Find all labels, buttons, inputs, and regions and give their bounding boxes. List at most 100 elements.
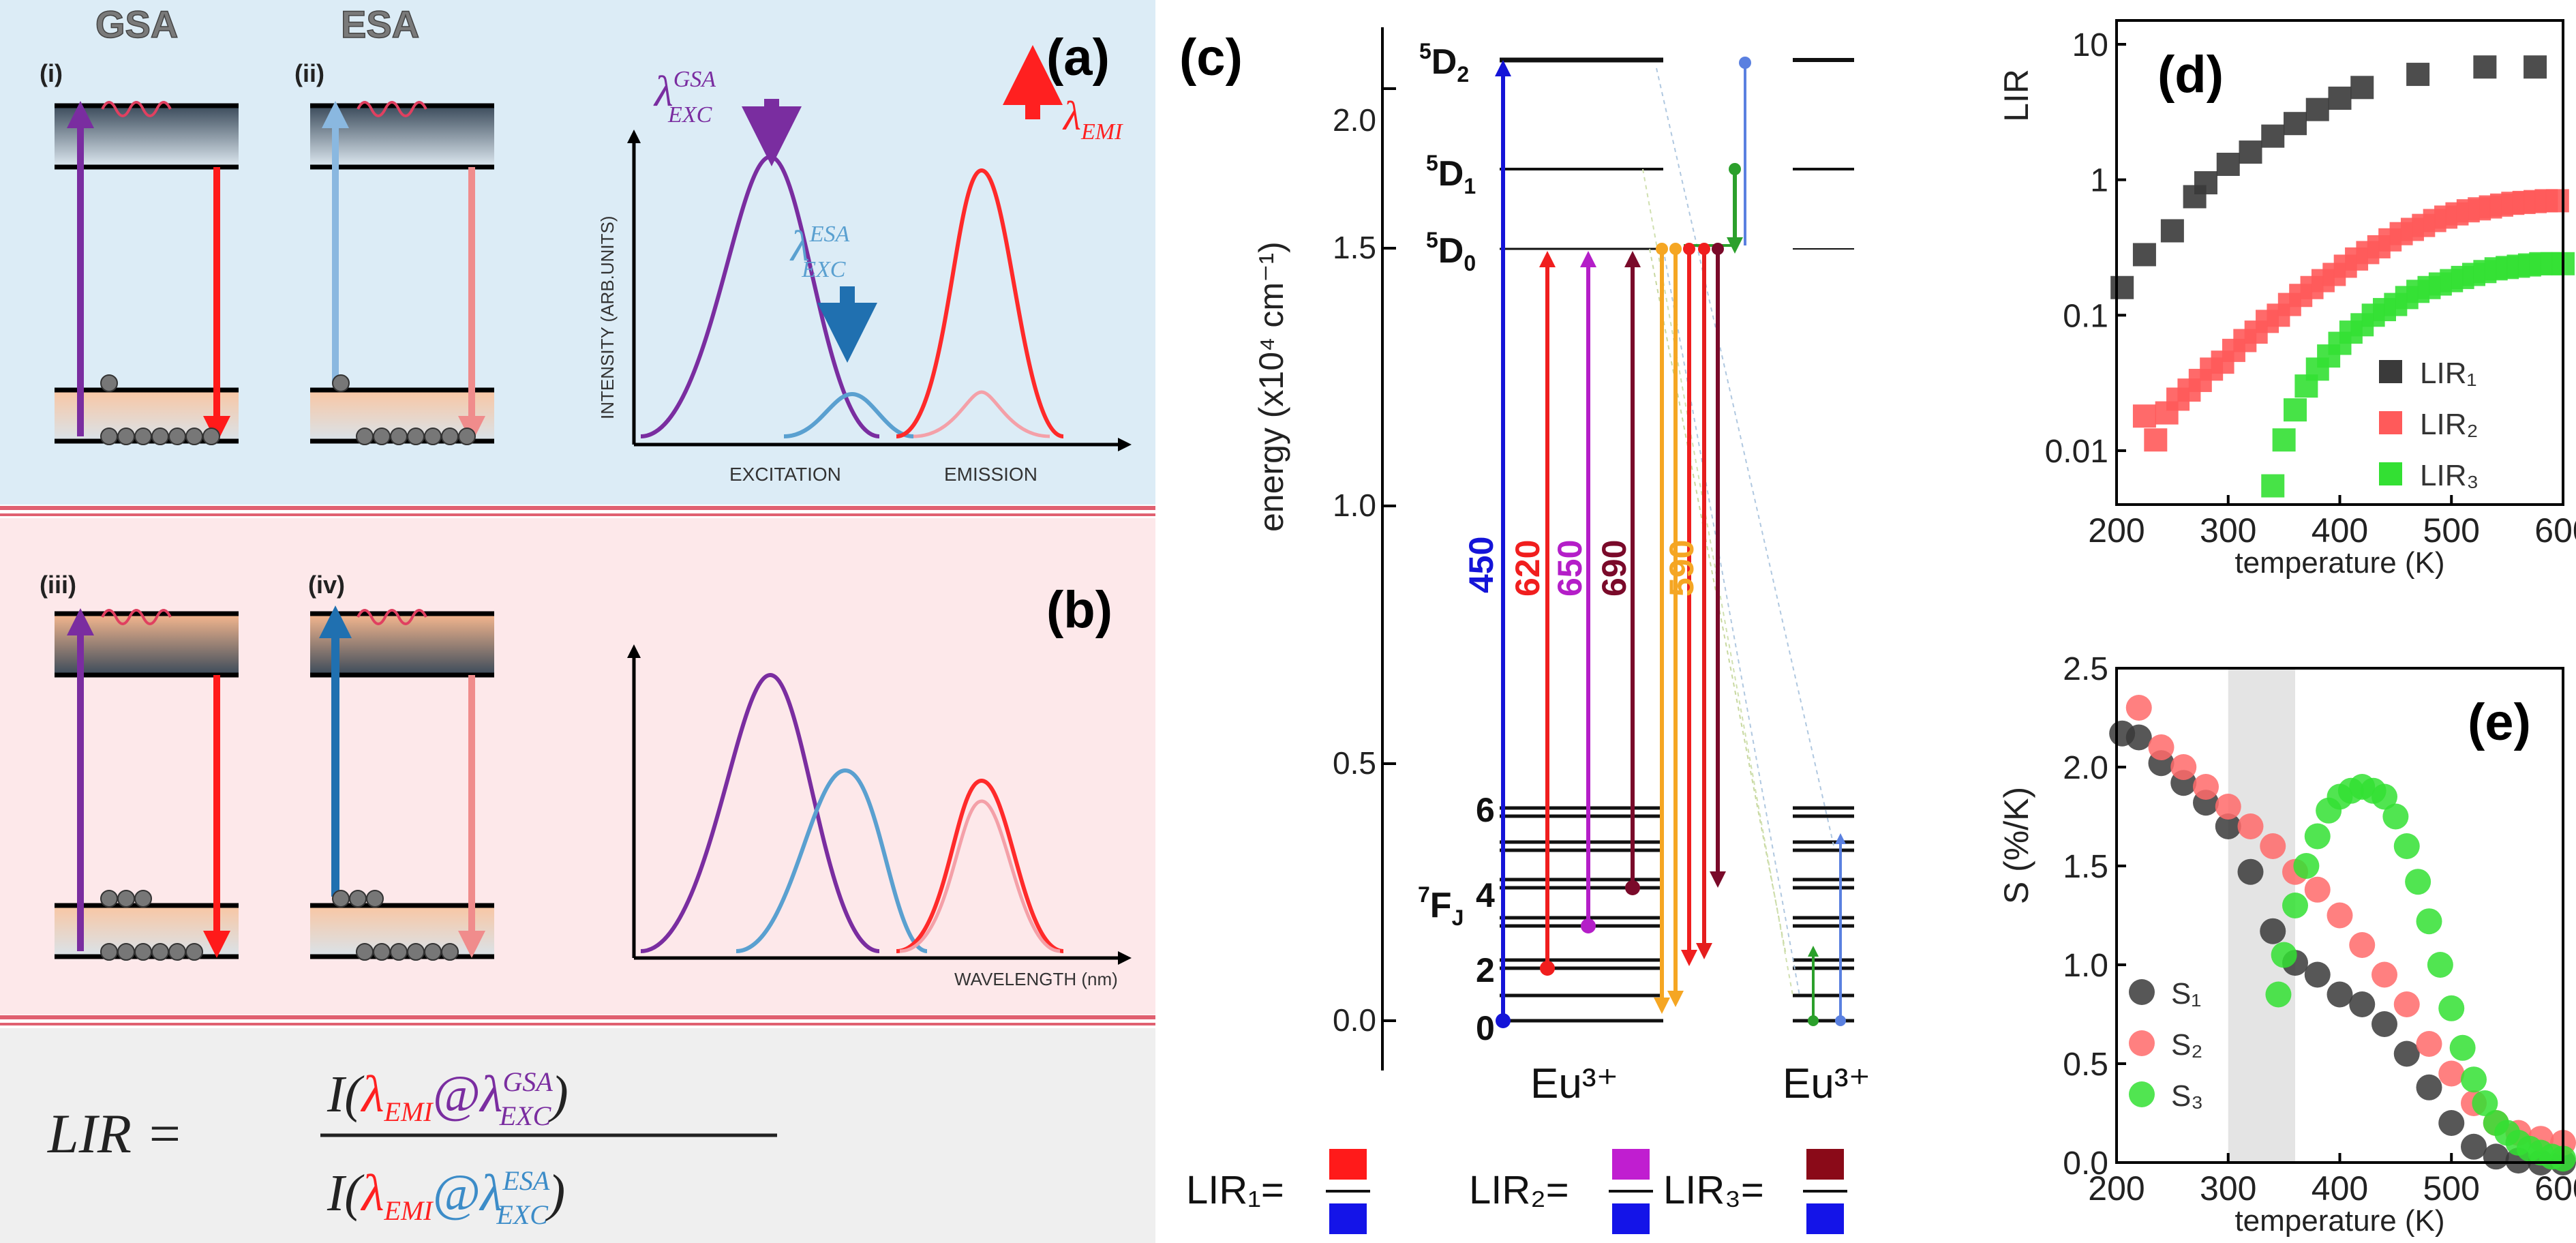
case-i-label: (i) xyxy=(40,59,63,87)
level-diagram-iv xyxy=(310,605,494,961)
lambda-esa-label: λESA EXC xyxy=(789,222,849,282)
legend-label: LIR₁ xyxy=(2420,357,2476,390)
panel-b: (iii) (iv) xyxy=(0,518,1155,1025)
data-point-e-s1 xyxy=(2215,813,2241,839)
data-point-e-s1 xyxy=(2304,961,2331,988)
j-label-4: 4 xyxy=(1476,876,1495,914)
data-point-e-s2 xyxy=(2393,991,2420,1017)
data-point-e-s1 xyxy=(2416,1074,2442,1100)
j-label-6: 6 xyxy=(1476,791,1495,829)
y-tick-label: 2.5 xyxy=(2063,651,2108,687)
data-point-e-s3 xyxy=(2472,1090,2498,1116)
lir2-numerator-swatch xyxy=(1612,1149,1650,1180)
j-label-0: 0 xyxy=(1476,1009,1495,1047)
data-point-e-s1 xyxy=(2237,858,2264,885)
x-tick-label: 300 xyxy=(2200,1169,2256,1208)
y-tick-label: 1.0 xyxy=(2063,948,2108,984)
ytick-0-5: 0.5 xyxy=(1333,745,1376,781)
y-tick-label: 1 xyxy=(2090,163,2108,199)
level-diagram-iii xyxy=(55,608,239,961)
data-point-e-s2 xyxy=(2237,813,2264,839)
energy-axis-label: energy (x10⁴ cm⁻¹) xyxy=(1252,241,1290,532)
level-5d2: 5D2 xyxy=(1419,39,1469,87)
y-tick-label: 0.5 xyxy=(2063,1047,2108,1083)
data-point-e-s3 xyxy=(2372,783,2397,810)
excitation-label: EXCITATION xyxy=(729,464,841,485)
y-tick-label: 2.0 xyxy=(2063,750,2108,786)
x-tick-label: 400 xyxy=(2312,511,2368,550)
panel-c-label: (c) xyxy=(1179,29,1243,87)
legend-marker xyxy=(2379,462,2402,485)
data-point-d-s1 xyxy=(2406,63,2430,87)
wl-650: 650 xyxy=(1551,540,1589,597)
data-point-e-s3 xyxy=(2282,893,2308,918)
data-point-e-s3 xyxy=(2449,1034,2476,1061)
data-point-d-s1 xyxy=(2305,98,2329,121)
case-iii-label: (iii) xyxy=(40,571,76,599)
lir3-numerator-swatch xyxy=(1806,1149,1844,1180)
data-point-e-s2 xyxy=(2416,1031,2442,1057)
ytick-1: 1.0 xyxy=(1333,488,1376,523)
case-ii-label: (ii) xyxy=(294,59,324,87)
data-point-e-s2 xyxy=(2438,1060,2465,1087)
level-7fj: 7FJ xyxy=(1418,882,1464,930)
data-point-e-s1 xyxy=(2125,724,2152,751)
data-point-e-s3 xyxy=(2382,803,2409,830)
data-point-e-s2 xyxy=(2215,794,2241,820)
level-5d0: 5D0 xyxy=(1426,228,1476,275)
data-point-e-s3 xyxy=(2438,995,2465,1021)
data-point-d-s1 xyxy=(2110,275,2134,299)
lambda-emi-label: λEMI xyxy=(1062,93,1123,145)
ion-label-1: Eu³⁺ xyxy=(1530,1060,1618,1107)
legend-marker xyxy=(2129,1081,2155,1107)
legend-label: S₁ xyxy=(2171,977,2201,1010)
data-point-d-s1 xyxy=(2132,243,2156,267)
lir2-label: LIR₂= xyxy=(1469,1168,1569,1212)
legend-label: LIR₂ xyxy=(2420,408,2479,441)
data-point-d-s2 xyxy=(2144,428,2168,452)
data-point-e-s3 xyxy=(2427,952,2453,978)
wl-690: 690 xyxy=(1595,540,1633,597)
formula-numerator: I(λEMI@λGSA EXC) xyxy=(327,1066,569,1131)
data-point-e-s2 xyxy=(2260,833,2286,859)
ion-label-2: Eu³⁺ xyxy=(1783,1060,1870,1107)
wl-620: 620 xyxy=(1509,540,1547,597)
intensity-axis-label: INTENSITY (ARB.UNITS) xyxy=(597,215,618,419)
spectrum-a: INTENSITY (ARB.UNITS) EXCITATION EMISSIO… xyxy=(597,29,1132,485)
formula-denominator: I(λEMI@λESA EXC) xyxy=(327,1165,565,1230)
level-diagram-i xyxy=(55,101,239,445)
y-tick-label: 10 xyxy=(2072,27,2108,63)
ytick-2: 2.0 xyxy=(1333,102,1376,138)
data-point-e-s1 xyxy=(2393,1040,2420,1067)
data-point-e-s3 xyxy=(2293,853,2320,879)
x-tick-label: 300 xyxy=(2200,511,2256,550)
esa-label: ESA xyxy=(341,3,419,46)
y-tick-label: 0.0 xyxy=(2063,1145,2108,1182)
lir-legend: LIR₁= LIR₂= LIR₃= xyxy=(1186,1149,1847,1234)
data-point-e-s3 xyxy=(2393,833,2420,859)
ytick-1-5: 1.5 xyxy=(1333,230,1376,265)
data-point-e-s2 xyxy=(2372,961,2397,988)
formula-lhs: LIR = xyxy=(47,1103,183,1165)
data-point-e-s1 xyxy=(2349,991,2376,1017)
data-point-e-s3 xyxy=(2271,942,2297,968)
case-iv-label: (iv) xyxy=(308,571,345,599)
data-point-e-s2 xyxy=(2125,695,2152,721)
chart-d: 200 300 400 500 600 0.01 0.1 1 10 temperature (K)… xyxy=(1997,19,2576,580)
data-point-d-s2 xyxy=(2545,189,2569,213)
wl-450: 450 xyxy=(1462,537,1500,593)
data-point-d-s3 xyxy=(2272,428,2296,452)
x-tick-label: 600 xyxy=(2534,511,2576,550)
data-point-e-s3 xyxy=(2265,981,2292,1008)
legend-label: S₂ xyxy=(2171,1028,2202,1062)
data-point-e-s2 xyxy=(2349,932,2376,958)
data-point-e-s2 xyxy=(2304,876,2331,903)
legend-label: S₃ xyxy=(2171,1079,2203,1113)
gsa-label: GSA xyxy=(95,3,178,46)
ytick-0: 0.0 xyxy=(1333,1002,1376,1038)
legend-label: LIR₃ xyxy=(2420,459,2479,492)
data-point-e-s1 xyxy=(2372,1011,2397,1037)
lambda-gsa-label: λGSA EXC xyxy=(653,67,716,128)
j-label-2: 2 xyxy=(1476,951,1495,989)
data-point-d-s1 xyxy=(2350,76,2374,100)
